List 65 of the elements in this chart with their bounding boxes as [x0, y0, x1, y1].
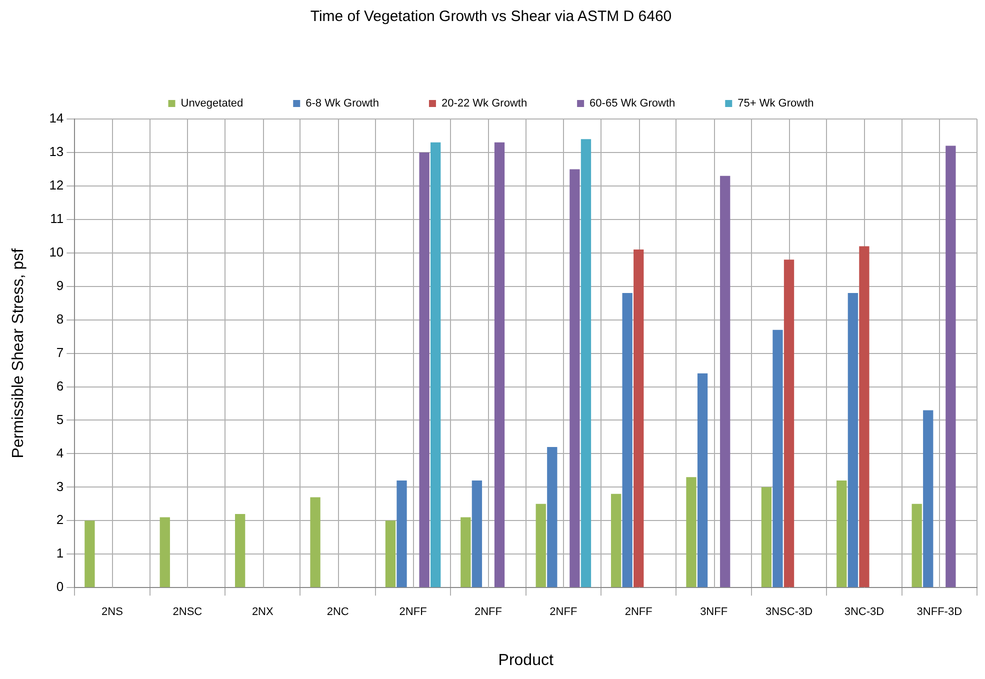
bar: [836, 480, 847, 588]
y-tick-label: 5: [56, 412, 64, 427]
x-tick-label: 2NS: [102, 606, 123, 618]
bar: [385, 520, 396, 588]
bar: [622, 293, 632, 588]
bar: [580, 139, 592, 588]
bar: [912, 504, 922, 588]
y-tick-label: 10: [49, 244, 64, 260]
x-tick-label: 2NFF: [550, 606, 578, 618]
y-tick-label: 4: [56, 445, 64, 460]
y-tick-label: 13: [49, 144, 64, 160]
bar: [686, 477, 696, 588]
legend-label: Unvegetated: [180, 98, 244, 110]
x-tick-label: 2NFF: [399, 606, 428, 618]
bar: [772, 330, 783, 588]
y-tick-label: 0: [56, 579, 64, 594]
y-tick-label: 3: [56, 478, 64, 494]
bar: [536, 504, 546, 588]
y-axis-title: Permissible Shear Stress, psf: [10, 248, 28, 458]
x-tick-label: 2NC: [326, 606, 349, 618]
bar: [610, 494, 622, 588]
x-tick-label: 3NFF-3D: [916, 606, 962, 618]
bar: [634, 250, 644, 588]
y-tick-label: 11: [50, 210, 64, 226]
y-tick-label: 9: [56, 278, 64, 293]
y-tick-label: 12: [49, 178, 64, 193]
chart-title: Time of Vegetation Growth vs Shear via ASTM D 6460: [310, 8, 672, 26]
bar: [235, 514, 246, 588]
bar: [396, 480, 407, 588]
bar: [472, 480, 482, 588]
x-tick-label: 2NFF: [624, 606, 653, 618]
x-tick-label: 3NC-3D: [844, 606, 884, 618]
bar: [761, 487, 772, 588]
y-tick-label: 6: [56, 378, 64, 394]
bar: [460, 517, 471, 588]
bar: [419, 152, 430, 588]
bar: [946, 146, 956, 588]
bar: [859, 246, 870, 588]
x-tick-label: 2NFF: [474, 606, 502, 618]
legend-label: 60-65 Wk Growth: [590, 98, 676, 110]
x-tick-label: 3NSC-3D: [765, 606, 813, 618]
y-tick-label: 1: [56, 546, 64, 561]
legend-label: 20-22 Wk Growth: [441, 98, 528, 110]
x-tick-label: 2NX: [252, 606, 274, 618]
x-tick-label: 3NFF: [700, 606, 728, 618]
bar: [547, 447, 558, 588]
y-tick-label: 2: [56, 512, 64, 528]
bar: [848, 293, 858, 588]
legend-label: 6-8 Wk Growth: [306, 98, 379, 110]
bar: [923, 410, 934, 588]
x-tick-label: 2NSC: [172, 606, 202, 618]
legend-label: 75+ Wk Growth: [738, 98, 814, 110]
y-tick-label: 14: [49, 110, 64, 126]
bar: [697, 373, 708, 588]
x-axis-title: Product: [498, 652, 554, 669]
bar: [84, 520, 95, 588]
bar: [784, 260, 794, 588]
bar: [430, 142, 441, 588]
bar: [310, 497, 320, 588]
y-tick-label: 8: [56, 311, 64, 326]
bar: [160, 517, 170, 588]
bar: [494, 142, 505, 588]
bar: [720, 176, 730, 588]
bar: [570, 169, 580, 588]
y-tick-label: 7: [56, 344, 64, 360]
